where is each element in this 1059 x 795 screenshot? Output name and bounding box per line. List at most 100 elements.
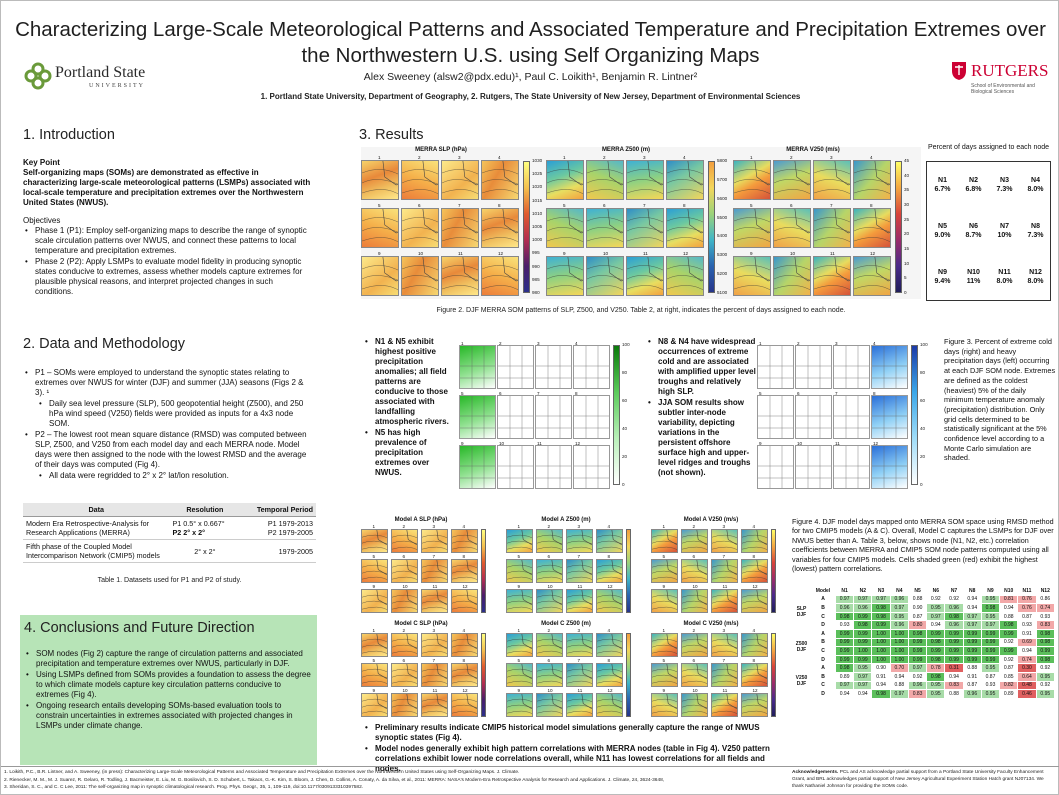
node-number: 12 [498, 251, 504, 256]
colorbar [626, 529, 631, 613]
colorbar [771, 633, 776, 717]
state-borders [536, 446, 571, 488]
node-number: 11 [577, 688, 583, 693]
pct-cell: N8 7.3% [1020, 208, 1051, 254]
colorbar [626, 633, 631, 717]
corr-cell: 0.94 [834, 689, 855, 699]
corr-cell: 0.99 [926, 628, 946, 639]
contour-lines [422, 664, 447, 684]
node-map [497, 395, 534, 439]
corr-cell: 0.95 [980, 611, 1001, 622]
node-map [795, 345, 832, 389]
corr-cell: 0.86 [1035, 594, 1056, 605]
model-label: A [810, 628, 836, 639]
node-number: 9 [517, 584, 521, 589]
colorbar [911, 345, 918, 485]
node-number: 2 [402, 628, 406, 633]
node-map [451, 529, 478, 553]
colorbar-tick: 1010 [532, 210, 543, 216]
corr-cell: 0.89 [999, 689, 1019, 699]
node-map [596, 693, 623, 717]
pct-value: 11% [966, 278, 981, 285]
node-number: 8 [683, 203, 686, 208]
contour-lines [362, 560, 387, 580]
node-number: 12 [683, 251, 689, 256]
node-number: 1 [517, 628, 521, 633]
results-heading: 3. Results [359, 127, 424, 143]
node-number: 9 [759, 441, 762, 446]
node-number: 5 [759, 391, 762, 396]
fig3-bullets-left: N1 & N5 exhibit highest positive precipi… [363, 337, 458, 479]
colorbar-tick: 40 [920, 426, 926, 431]
table-row: D 0.99 0.99 1.00 1.00 0.99 0.98 0.99 0.99 0.99 0.9… [793, 654, 1056, 665]
node-map [391, 693, 418, 717]
th-node: N9 [980, 586, 1001, 596]
node-number: 2 [547, 628, 551, 633]
fig3-left-bullet-2: N5 has high prevalence of precipitation … [363, 428, 458, 478]
node-number: 5 [372, 658, 376, 663]
colorbar-tick: 1030 [532, 158, 543, 163]
contour-lines [667, 161, 703, 195]
pct-value: 8.0% [1027, 186, 1044, 193]
contour-lines [362, 634, 387, 654]
corr-cell: 0.97 [834, 680, 855, 691]
panel-title: Model C SLP (hPa) [394, 621, 448, 627]
corr-cell: 0.91 [871, 671, 891, 682]
contour-lines [442, 209, 478, 243]
node-map [711, 663, 738, 687]
corr-cell: 0.95 [1035, 671, 1056, 682]
objectives-list: Phase 1 (P1): Employ self-organizing map… [23, 226, 313, 297]
pct-value: 9.0% [934, 232, 951, 239]
pct-node: N11 [998, 269, 1011, 276]
node-number: 2 [692, 628, 696, 633]
node-map [506, 663, 533, 687]
node-map [421, 589, 448, 613]
state-borders [758, 396, 793, 438]
correlation-table: Model N1 N2 N3 N4 N5 N6 N7 N8 N9 N10 N11 N12 SLP DJF A… [792, 586, 1056, 699]
corr-cell: 0.99 [834, 637, 855, 648]
node-number: 8 [873, 391, 876, 396]
contour-lines [537, 530, 562, 550]
pct-node: N6 [969, 223, 978, 230]
th-node: N12 [1035, 586, 1056, 596]
corr-cell: 0.95 [889, 611, 909, 622]
fig3-right-bullet-2: JJA SOM results show subtler inter-node … [646, 398, 756, 478]
node-number: 10 [547, 584, 553, 589]
node-map [741, 693, 768, 717]
node-map [391, 529, 418, 553]
corr-cell: 0.92 [999, 637, 1019, 648]
fig3-right-bullet-1: N8 & N4 have widespread occurrences of e… [646, 337, 756, 397]
panel-title: Model C Z500 (m) [541, 621, 591, 627]
model-label: C [810, 646, 836, 656]
contour-lines [362, 530, 387, 550]
pct-cell: N12 8.0% [1020, 254, 1051, 300]
corr-cell: 1.00 [889, 646, 909, 656]
node-number: 8 [752, 554, 756, 559]
state-borders [460, 446, 495, 488]
node-number: 3 [577, 628, 581, 633]
contour-lines [652, 634, 677, 654]
corr-cell: 0.91 [962, 671, 982, 682]
intro-body: Key Point Self-organizing maps (SOMs) ar… [23, 158, 313, 298]
colorbar [771, 529, 776, 613]
state-borders [796, 396, 831, 438]
affiliations: 1. Portland State University, Department… [260, 92, 801, 101]
contour-lines [567, 634, 592, 654]
panel-title: MERRA V250 (m/s) [786, 147, 840, 153]
contour-lines [422, 634, 447, 654]
node-map [451, 559, 478, 583]
node-number: 1 [372, 524, 376, 529]
corr-cell: 0.99 [944, 646, 964, 656]
pct-cell: N9 9.4% [927, 254, 958, 300]
contour-lines [682, 530, 707, 550]
contour-lines [774, 209, 810, 243]
map-grid: 1 2 3 4 5 6 7 8 9 10 11 12 [651, 628, 771, 720]
fig4-caption: Figure 4. DJF model days mapped onto MER… [792, 517, 1054, 574]
corr-cell: 0.95 [980, 689, 1001, 699]
cell-data: Modern Era Retrospective-Analysis for Re… [23, 516, 170, 540]
methods-list: P1 – SOMs were employed to understand th… [23, 368, 315, 481]
pct-value: 6.7% [934, 186, 951, 193]
contour-lines [597, 530, 622, 550]
table1-caption: Table 1. Datasets used for P1 and P2 of … [97, 577, 242, 584]
node-map [813, 256, 851, 296]
